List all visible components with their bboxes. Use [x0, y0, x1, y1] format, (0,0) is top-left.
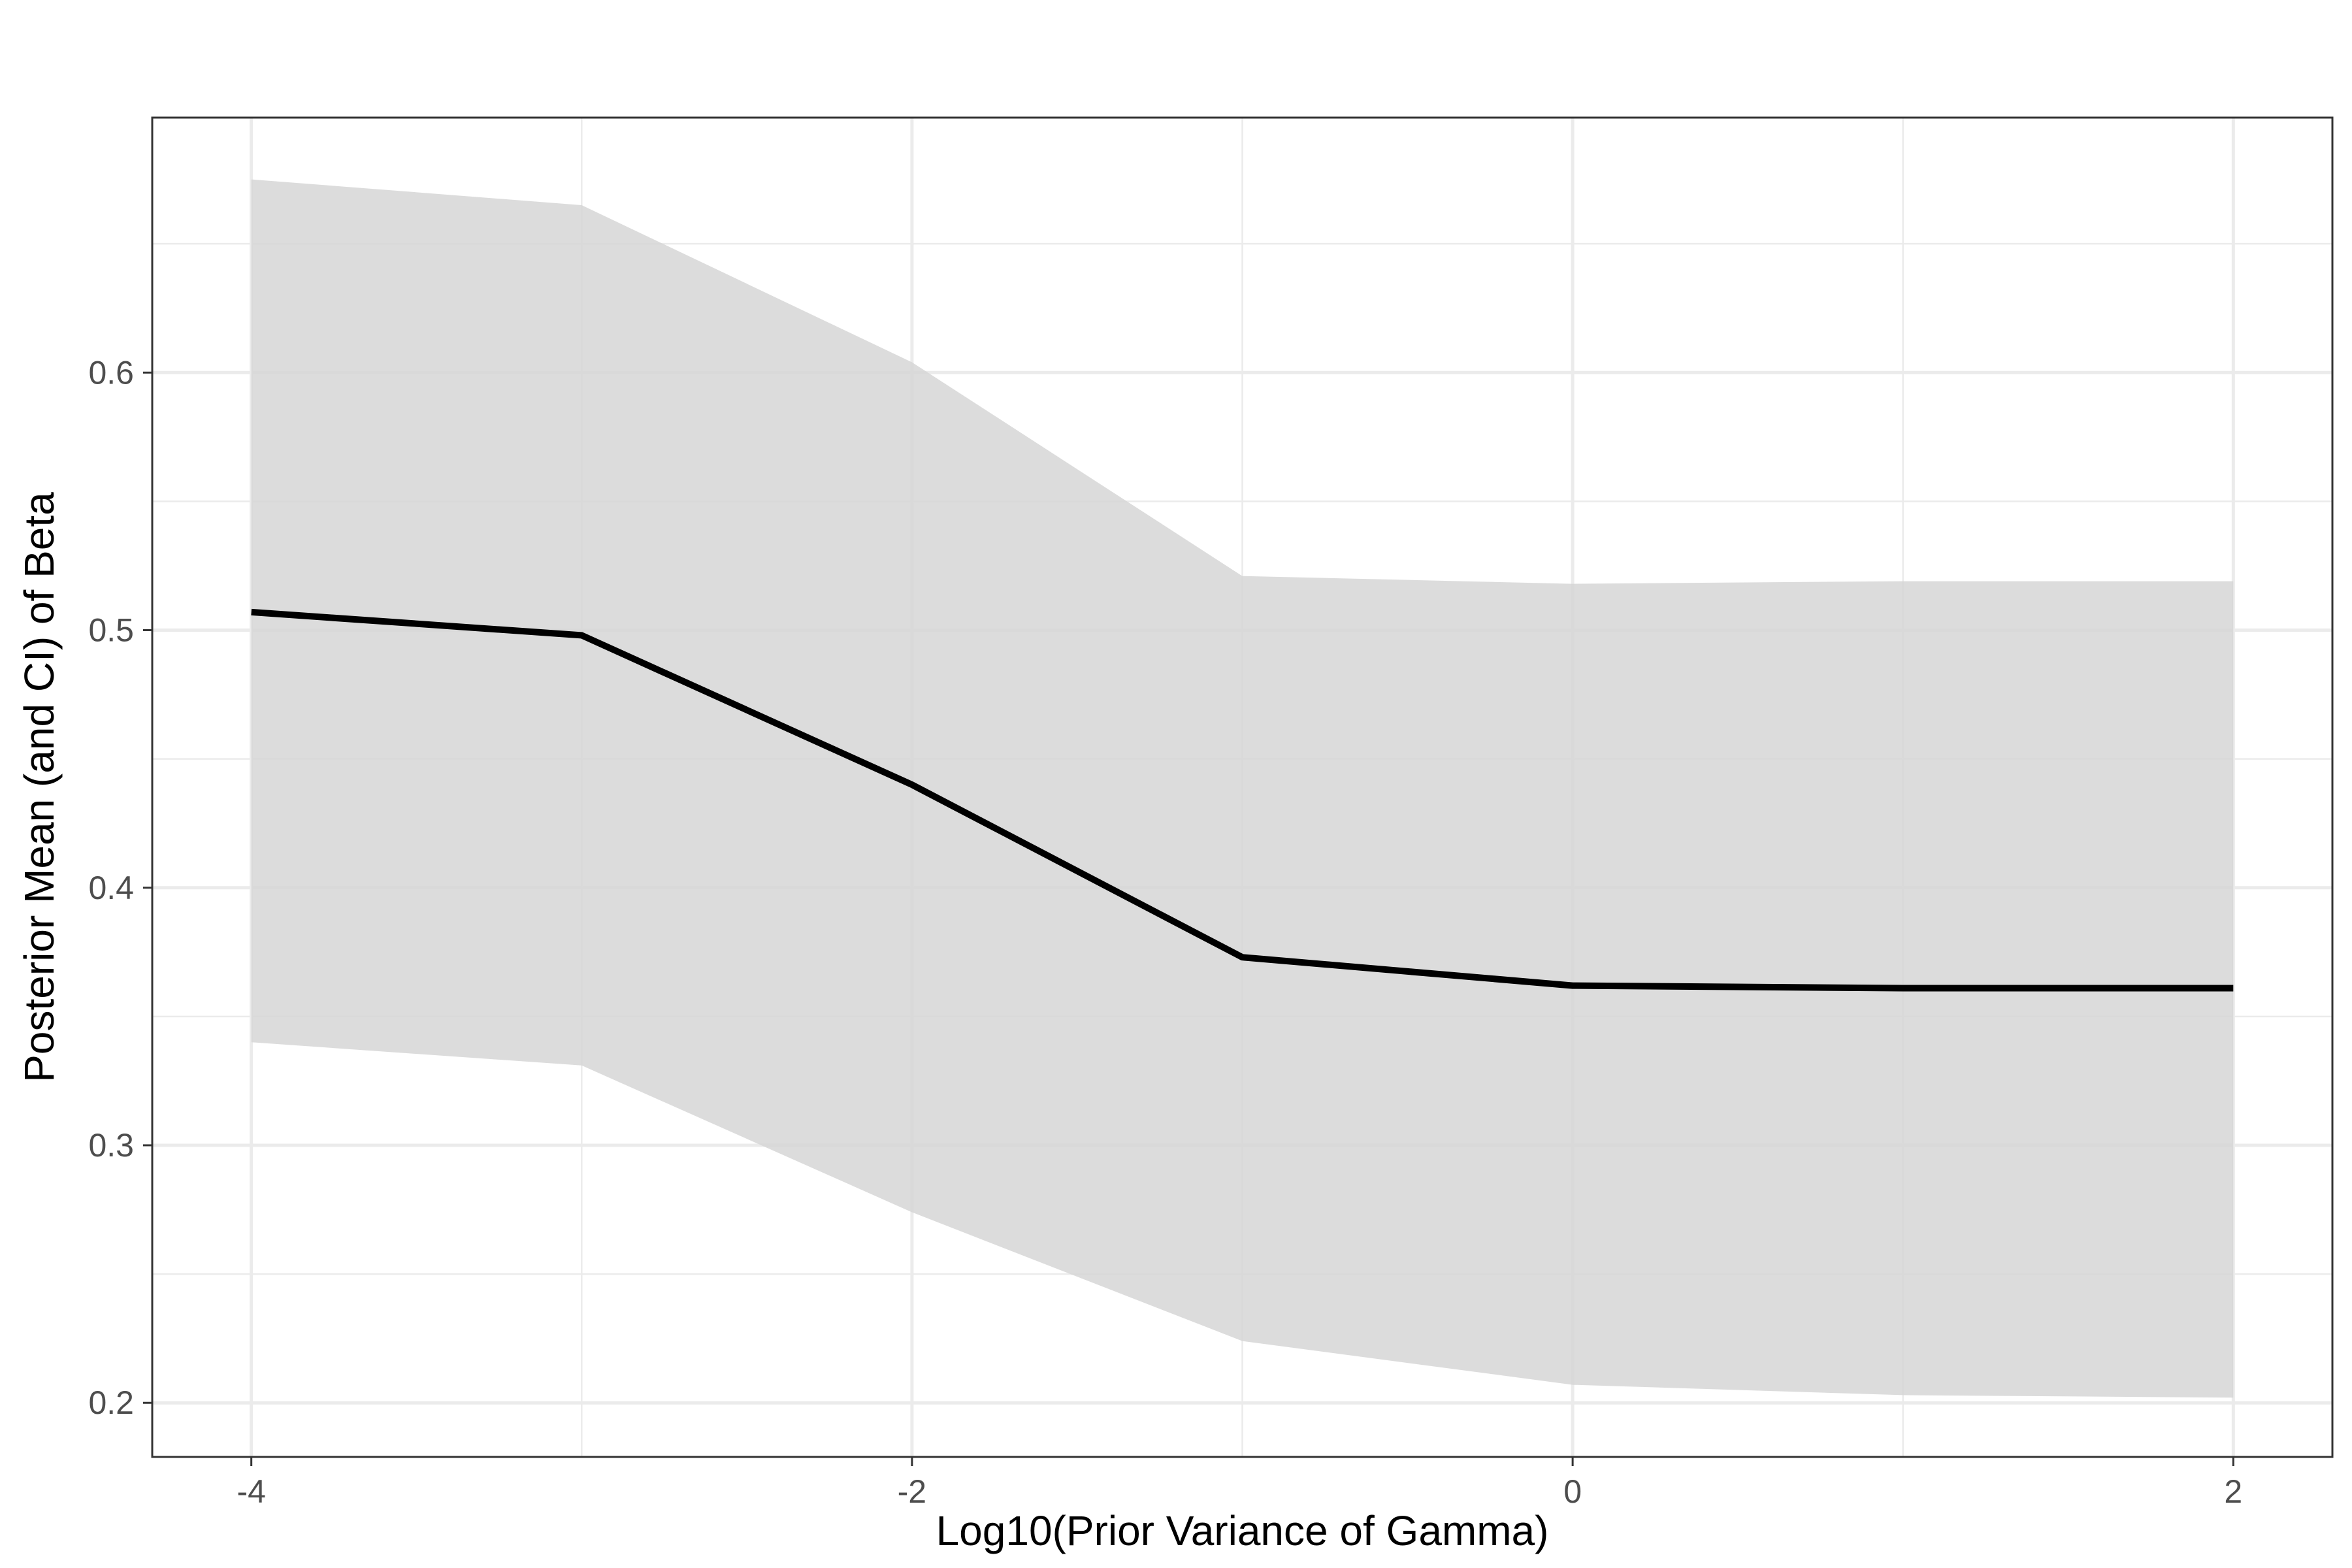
y-tick-label: 0.2 — [88, 1384, 134, 1421]
y-tick-label: 0.5 — [88, 612, 134, 649]
y-axis-title: Posterior Mean (and CI) of Beta — [16, 492, 63, 1083]
x-tick-label: 0 — [1563, 1473, 1582, 1510]
x-tick-label: -2 — [898, 1473, 926, 1510]
x-axis: -4 -2 0 2 — [237, 1457, 2242, 1510]
x-tick-label: 2 — [2224, 1473, 2242, 1510]
confidence-interval-band — [251, 179, 2234, 1398]
posterior-mean-line — [251, 608, 2234, 992]
x-axis-title: Log10(Prior Variance of Gamma) — [936, 1507, 1549, 1554]
y-tick-label: 0.4 — [88, 870, 134, 906]
y-tick-label: 0.3 — [88, 1127, 134, 1164]
y-axis: 0.2 0.3 0.4 0.5 0.6 — [88, 354, 152, 1421]
x-tick-label: -4 — [237, 1473, 265, 1510]
y-tick-label: 0.6 — [88, 354, 134, 391]
panel-border — [151, 116, 2334, 1458]
